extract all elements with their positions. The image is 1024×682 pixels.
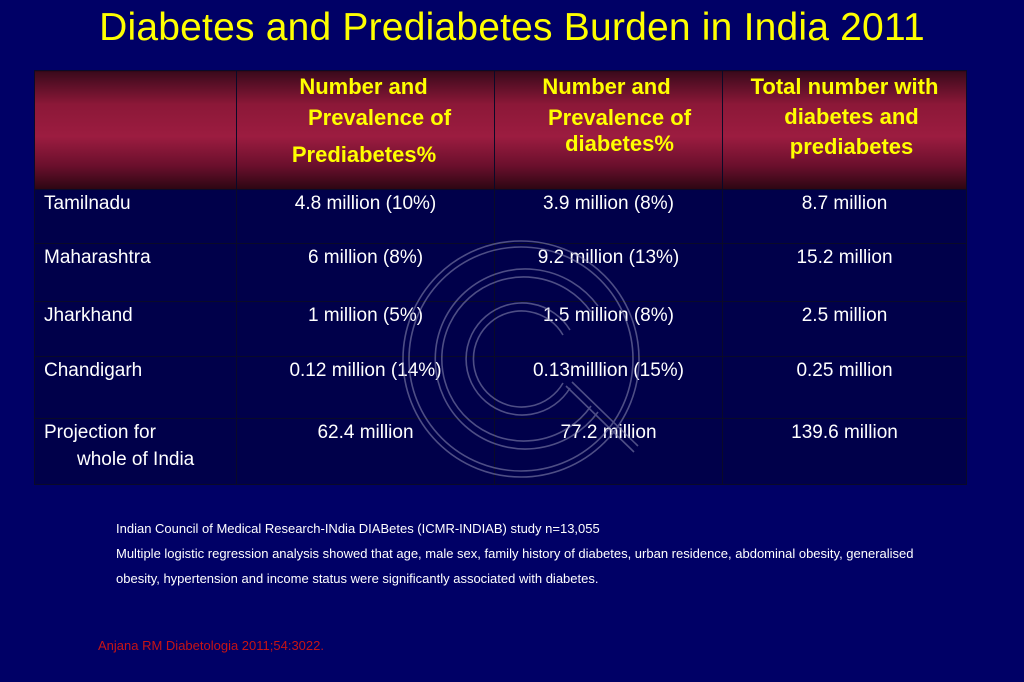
citation: Anjana RM Diabetologia 2011;54:3022. (98, 638, 324, 653)
cell-diabetes: 3.9 million (8%) (494, 189, 723, 244)
cell-total: 139.6 million (722, 418, 967, 485)
study-notes: Indian Council of Medical Research-INdia… (116, 516, 936, 591)
burden-table: Number and Prevalence of Prediabetes% Nu… (34, 70, 967, 485)
cell-total: 15.2 million (722, 243, 967, 302)
cell-prediabetes: 6 million (8%) (236, 243, 495, 302)
cell-prediabetes: 0.12 million (14%) (236, 356, 495, 419)
cell-diabetes: 77.2 million (494, 418, 723, 485)
row-name: Jharkhand (34, 301, 237, 357)
cell-total: 0.25 million (722, 356, 967, 419)
cell-total: 8.7 million (722, 189, 967, 244)
slide-title: Diabetes and Prediabetes Burden in India… (99, 6, 925, 49)
cell-total: 2.5 million (722, 301, 967, 357)
header-prediabetes: Number and Prevalence of Prediabetes% (236, 70, 495, 190)
row-name: Chandigarh (34, 356, 237, 419)
table-row: Projection for whole of India 62.4 milli… (34, 418, 967, 485)
cell-prediabetes: 1 million (5%) (236, 301, 495, 357)
cell-prediabetes: 62.4 million (236, 418, 495, 485)
header-total: Total number with diabetes and prediabet… (722, 70, 967, 190)
analysis-note: Multiple logistic regression analysis sh… (116, 546, 914, 586)
table-row: Jharkhand 1 million (5%) 1.5 million (8%… (34, 301, 967, 357)
row-name: Projection for whole of India (34, 418, 237, 485)
cell-diabetes: 1.5 million (8%) (494, 301, 723, 357)
header-diabetes: Number and Prevalence of diabetes% (494, 70, 723, 190)
cell-diabetes: 9.2 million (13%) (494, 243, 723, 302)
header-blank (34, 70, 237, 190)
cell-prediabetes: 4.8 million (10%) (236, 189, 495, 244)
cell-diabetes: 0.13milllion (15%) (494, 356, 723, 419)
row-name: Tamilnadu (34, 189, 237, 244)
table-row: Maharashtra 6 million (8%) 9.2 million (… (34, 243, 967, 302)
study-note: Indian Council of Medical Research-INdia… (116, 521, 600, 536)
row-name: Maharashtra (34, 243, 237, 302)
table-row: Chandigarh 0.12 million (14%) 0.13millli… (34, 356, 967, 419)
table-row: Tamilnadu 4.8 million (10%) 3.9 million … (34, 189, 967, 244)
table-header-row: Number and Prevalence of Prediabetes% Nu… (34, 70, 967, 190)
